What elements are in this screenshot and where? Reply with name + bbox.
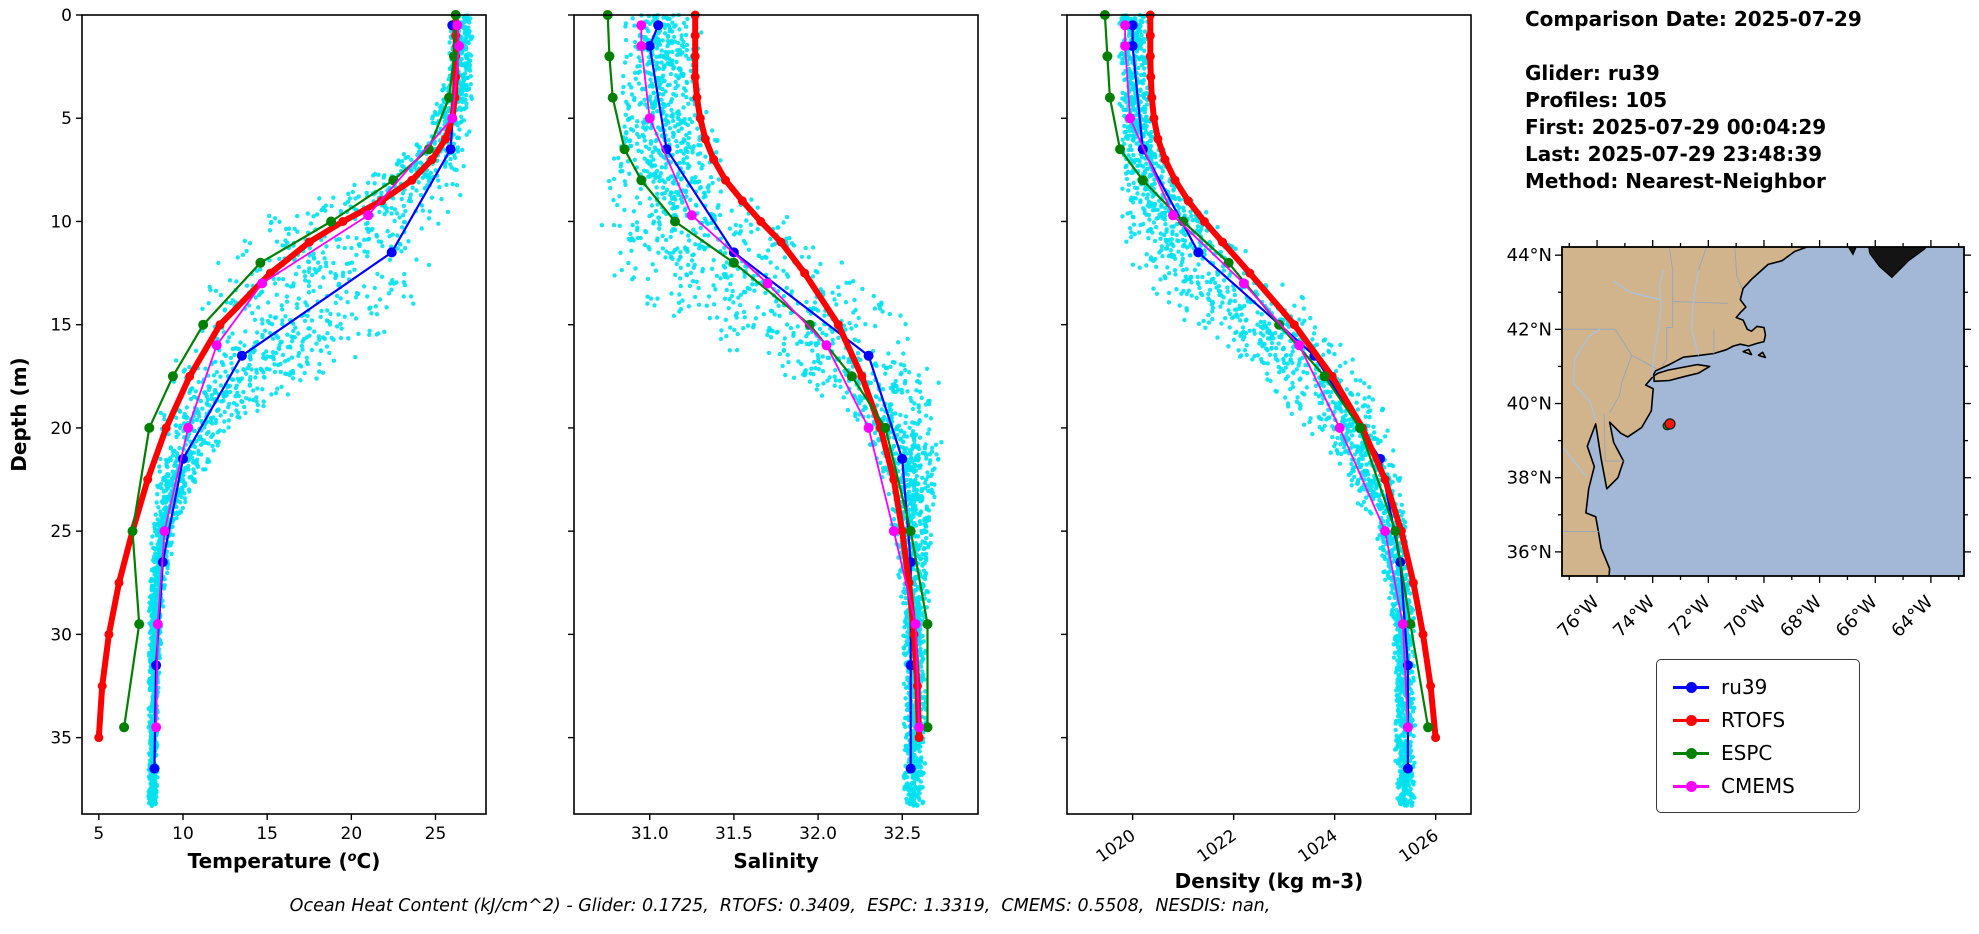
salinity-profile-chart: 31.0 31.5 32.0 32.5 Salinity xyxy=(568,10,979,873)
info-method: Method: Nearest-Neighbor xyxy=(1525,169,1826,193)
legend-item: CMEMS xyxy=(1673,769,1843,802)
ocean-heat-content-caption: Ocean Heat Content (kJ/cm^2) - Glider: 0… xyxy=(289,896,1271,916)
svg-text:15: 15 xyxy=(256,824,278,844)
info-spacer xyxy=(1525,33,1975,60)
legend-item: ru39 xyxy=(1673,670,1843,703)
info-glider: Glider: ru39 xyxy=(1525,61,1660,85)
svg-text:32.5: 32.5 xyxy=(883,824,921,844)
svg-text:25: 25 xyxy=(425,824,447,844)
legend-line-marker-sample xyxy=(1673,780,1709,792)
legend-label: RTOFS xyxy=(1721,707,1786,732)
legend-line-marker-sample xyxy=(1673,681,1709,693)
temperature-profile-chart: 5 10 15 20 25 0 5 10 15 20 25 30 35 Temperature (oC) D… xyxy=(10,6,487,873)
info-first-time: First: 2025-07-29 00:04:29 xyxy=(1525,115,1827,139)
legend-label: ESPC xyxy=(1721,740,1773,765)
svg-text:0: 0 xyxy=(61,6,72,26)
svg-text:10: 10 xyxy=(172,824,194,844)
legend-line-marker-sample xyxy=(1673,747,1709,759)
legend-line-marker-sample xyxy=(1673,714,1709,726)
svg-text:Salinity: Salinity xyxy=(733,849,818,873)
svg-text:25: 25 xyxy=(50,522,72,542)
svg-text:10: 10 xyxy=(50,212,72,232)
info-panel: Comparison Date: 2025-07-29 Glider: ru39… xyxy=(1525,6,1975,195)
svg-text:30: 30 xyxy=(50,625,72,645)
svg-text:5: 5 xyxy=(61,109,72,129)
info-last-time: Last: 2025-07-29 23:48:39 xyxy=(1525,142,1823,166)
legend: ru39 RTOFS ESPC CMEMS xyxy=(1656,659,1860,813)
location-map: 76°W 74°W 72°W 70°W 68°W 66°W 64°W 36°N 38°N 40°N… xyxy=(1500,180,1979,655)
svg-text:Depth (m): Depth (m) xyxy=(10,357,31,471)
location-map-svg: 76°W 74°W 72°W 70°W 68°W 66°W 64°W36°N38°N40°N… xyxy=(1507,240,1971,642)
svg-text:5: 5 xyxy=(93,824,104,844)
svg-text:15: 15 xyxy=(50,316,72,336)
svg-text:20: 20 xyxy=(341,824,363,844)
svg-text:Temperature (oC): Temperature (oC) xyxy=(188,849,381,873)
svg-text:20: 20 xyxy=(50,419,72,439)
info-profiles: Profiles: 105 xyxy=(1525,88,1668,112)
svg-text:35: 35 xyxy=(50,729,72,749)
legend-item: RTOFS xyxy=(1673,703,1843,736)
legend-label: CMEMS xyxy=(1721,773,1795,798)
svg-text:31.0: 31.0 xyxy=(631,824,669,844)
svg-text:31.5: 31.5 xyxy=(715,824,753,844)
legend-label: ru39 xyxy=(1721,674,1768,699)
info-comparison-date: Comparison Date: 2025-07-29 xyxy=(1525,7,1862,31)
legend-item: ESPC xyxy=(1673,736,1843,769)
svg-text:32.0: 32.0 xyxy=(799,824,837,844)
